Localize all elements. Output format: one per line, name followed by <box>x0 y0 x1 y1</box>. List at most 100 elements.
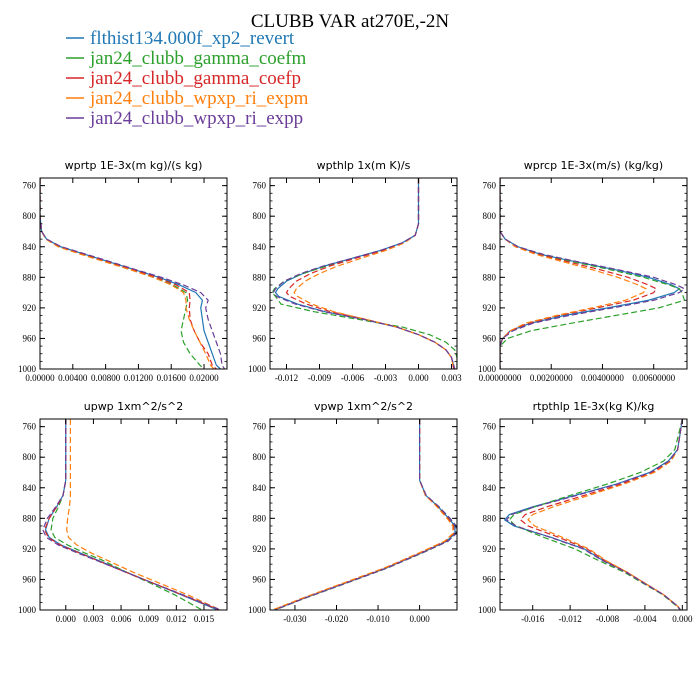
x-tick-label: -0.030 <box>283 614 307 624</box>
y-tick-label: 960 <box>23 333 37 343</box>
y-tick-label: 880 <box>253 272 267 282</box>
legend-entry: jan24_clubb_gamma_coefm <box>66 48 307 69</box>
legend-label: jan24_clubb_wpxp_ri_expp <box>89 108 303 129</box>
x-tick-label: -0.003 <box>374 373 398 383</box>
legend-label: flthist134.000f_xp2_revert <box>90 28 295 49</box>
legend-label: jan24_clubb_gamma_coefm <box>89 48 307 69</box>
series-line-5 <box>274 419 457 610</box>
series-line-3 <box>43 419 220 610</box>
x-tick-label: 0.02000 <box>189 373 219 383</box>
y-tick-label: 920 <box>483 544 497 554</box>
x-tick-label: -0.012 <box>275 373 298 383</box>
y-tick-label: 920 <box>23 303 37 313</box>
y-tick-label: 880 <box>23 272 37 282</box>
panel-title: wprcp 1E-3x(m/s) (kg/kg) <box>524 159 663 172</box>
series-group <box>42 419 221 610</box>
series-group <box>503 419 683 610</box>
plot-frame <box>39 177 228 370</box>
panels: wprtp 1E-3x(m kg)/(s kg) 760 800 840 880 920 9… <box>18 159 693 624</box>
panel-6: rtpthlp 1E-3x(kg K)/kg 760 800 840 880 920 960… <box>478 400 693 624</box>
panel-3: wprcp 1E-3x(m/s) (kg/kg) 760 800 840 880 920 9… <box>478 159 688 383</box>
panel-title: rtpthlp 1E-3x(kg K)/kg <box>533 400 655 413</box>
series-line-1 <box>273 419 456 610</box>
y-tick-label: 1000 <box>248 605 267 615</box>
series-line-5 <box>505 419 683 610</box>
series-line-2 <box>274 419 457 610</box>
panel-title: upwp 1xm^2/s^2 <box>84 400 184 413</box>
series-line-2 <box>271 178 457 369</box>
y-tick-label: 760 <box>23 422 37 432</box>
plot-frame <box>499 418 688 611</box>
x-tick-label: 0.012 <box>166 614 186 624</box>
y-tick-label: 920 <box>23 544 37 554</box>
plot-frame <box>499 177 688 370</box>
legend-entry: jan24_clubb_wpxp_ri_expp <box>66 108 303 129</box>
plot-frame <box>269 418 458 611</box>
y-tick-label: 960 <box>483 574 497 584</box>
series-line-1 <box>40 178 221 369</box>
y-tick-label: 760 <box>253 422 267 432</box>
legend-label: jan24_clubb_gamma_coefp <box>89 68 301 89</box>
series-line-2 <box>508 419 683 610</box>
panel-2: wpthlp 1x(m K)/s 760 800 840 880 920 960 1000 -0… <box>248 159 462 383</box>
y-tick-label: 800 <box>23 211 37 221</box>
plot-frame <box>269 177 458 370</box>
series-line-4 <box>272 419 454 610</box>
panel-4: upwp 1xm^2/s^2 760 800 840 880 920 960 1000 0.00… <box>18 400 228 624</box>
x-tick-label: -0.008 <box>596 614 620 624</box>
y-tick-label: 960 <box>483 333 497 343</box>
series-line-3 <box>40 178 217 369</box>
y-tick-label: 760 <box>483 181 497 191</box>
series-line-5 <box>40 178 226 369</box>
y-tick-label: 1000 <box>18 364 37 374</box>
y-tick-label: 840 <box>483 483 497 493</box>
y-tick-label: 960 <box>23 574 37 584</box>
y-tick-label: 960 <box>253 574 267 584</box>
y-tick-label: 760 <box>483 422 497 432</box>
series-line-5 <box>500 178 686 369</box>
series-line-1 <box>500 178 681 369</box>
y-tick-label: 840 <box>483 242 497 252</box>
x-tick-label: 0.01600 <box>157 373 187 383</box>
x-tick-label: 0.009 <box>139 614 160 624</box>
panel-title: vpwp 1xm^2/s^2 <box>314 400 413 413</box>
y-tick-label: 760 <box>23 181 37 191</box>
y-tick-label: 920 <box>253 303 267 313</box>
x-tick-label: 0.00200000 <box>530 373 573 383</box>
series-line-4 <box>500 178 647 369</box>
series-line-4 <box>66 419 221 610</box>
series-line-2 <box>500 178 686 369</box>
x-tick-label: 0.00600000 <box>632 373 675 383</box>
series-line-4 <box>40 178 215 369</box>
x-tick-label: -0.010 <box>366 614 390 624</box>
series-line-2 <box>50 419 203 610</box>
x-tick-label: 0.003 <box>83 614 104 624</box>
y-tick-label: 840 <box>23 483 37 493</box>
x-tick-label: -0.006 <box>341 373 365 383</box>
x-tick-label: -0.016 <box>521 614 545 624</box>
legend-entry: jan24_clubb_wpxp_ri_expm <box>66 88 309 109</box>
y-tick-label: 880 <box>483 513 497 523</box>
y-tick-label: 880 <box>23 513 37 523</box>
y-tick-label: 840 <box>253 242 267 252</box>
legend-entry: jan24_clubb_gamma_coefp <box>66 68 301 89</box>
panel-5: vpwp 1xm^2/s^2 760 800 840 880 920 960 1000 -0.0… <box>248 400 458 624</box>
series-line-1 <box>503 419 683 610</box>
y-tick-label: 1000 <box>18 605 37 615</box>
y-tick-label: 880 <box>483 272 497 282</box>
y-tick-label: 1000 <box>248 364 267 374</box>
y-tick-label: 800 <box>23 452 37 462</box>
y-tick-label: 1000 <box>478 605 497 615</box>
y-tick-label: 1000 <box>478 364 497 374</box>
y-tick-label: 800 <box>253 211 267 221</box>
series-group <box>500 178 686 369</box>
y-tick-label: 920 <box>483 303 497 313</box>
x-tick-label: 0.003 <box>441 373 462 383</box>
series-group <box>40 178 226 369</box>
x-tick-label: -0.012 <box>559 614 582 624</box>
series-line-4 <box>527 419 683 610</box>
series-line-2 <box>40 178 205 369</box>
series-line-5 <box>272 178 456 369</box>
x-tick-label: 0.00400 <box>58 373 88 383</box>
y-tick-label: 840 <box>253 483 267 493</box>
